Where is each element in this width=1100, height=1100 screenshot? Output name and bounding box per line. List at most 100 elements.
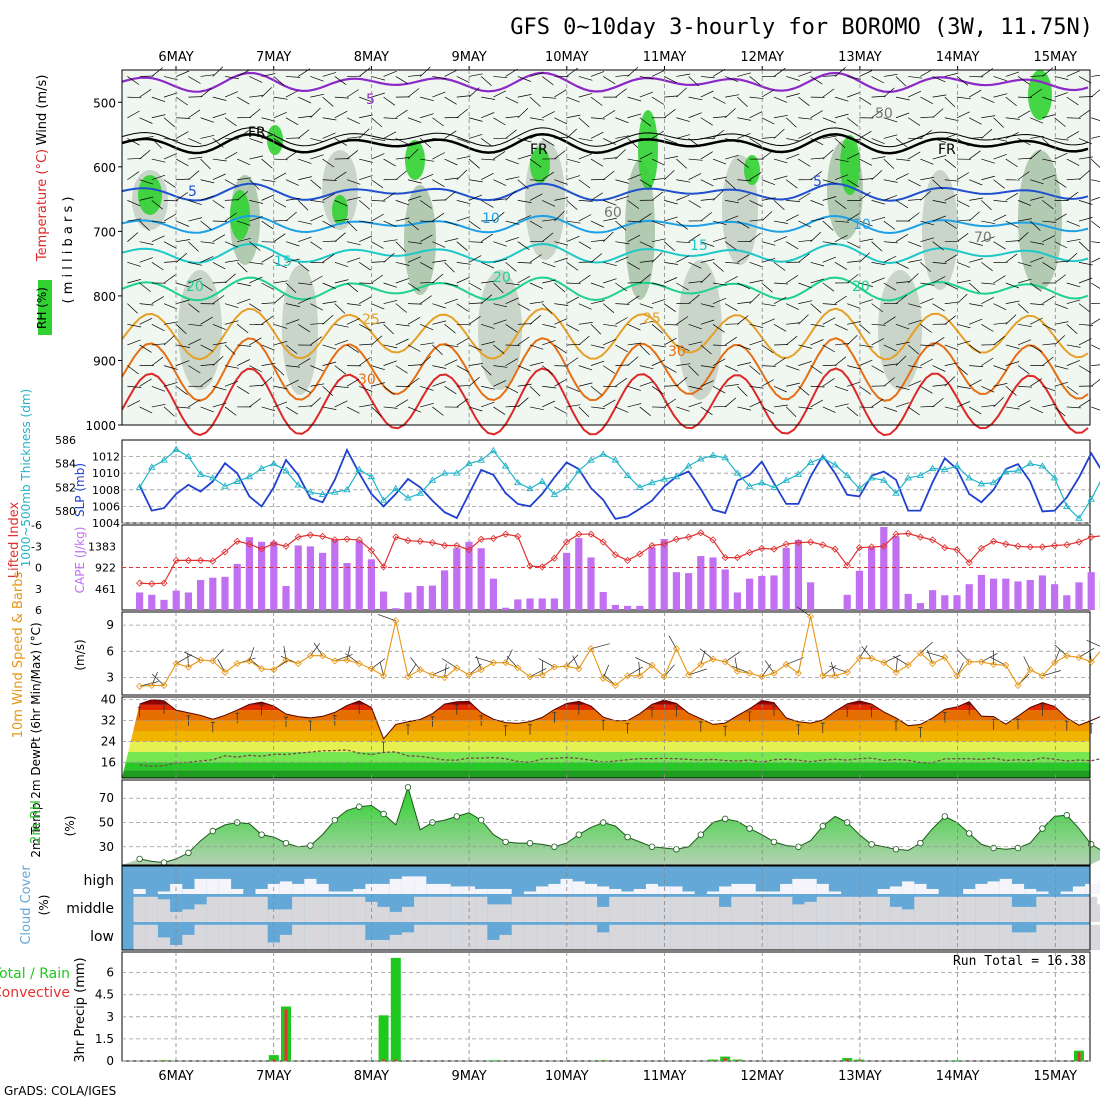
wind-barb <box>566 357 579 366</box>
lifted-index-point <box>1026 543 1034 551</box>
wind-barb <box>834 262 848 270</box>
wind-barb <box>188 156 203 160</box>
wind-barb <box>212 356 224 366</box>
wind-barb <box>1091 179 1100 182</box>
wind-barb <box>249 216 263 222</box>
wind-barb <box>1091 257 1100 263</box>
wind-barb <box>541 76 554 86</box>
cape-bar <box>660 539 668 610</box>
wind-barb <box>261 241 276 243</box>
wind-barb <box>127 171 140 181</box>
wind-barb <box>383 344 398 349</box>
cloud-clear-cell <box>1060 896 1073 922</box>
wind-barb <box>1005 282 1020 289</box>
cloud-clear-cell <box>182 909 195 922</box>
wind-barb <box>1042 235 1056 243</box>
wind-speed-point <box>868 654 876 662</box>
wind-barb <box>798 96 810 106</box>
cloud-clear-cell <box>536 896 549 922</box>
wind-barb <box>920 158 934 165</box>
precip-tick-label: 4.5 <box>95 988 114 1002</box>
wind-barb <box>554 211 565 222</box>
wind-barb <box>834 385 849 392</box>
rh-point <box>1039 825 1046 832</box>
wind-barb <box>346 89 359 98</box>
wind-barb <box>517 94 532 98</box>
lifted-index-point <box>733 554 741 562</box>
wind-barb <box>908 117 921 126</box>
wind-barb <box>395 200 410 206</box>
wind-barb <box>334 96 349 99</box>
cloud-clear-cell <box>523 924 537 950</box>
wind-barb <box>517 76 532 82</box>
wind-speed-point <box>624 672 632 680</box>
cloud-clear-cell <box>816 896 829 922</box>
wind-barb <box>578 214 592 222</box>
wind-barb <box>224 91 239 98</box>
wind-barb <box>859 191 871 201</box>
cloud-clear-cell <box>621 896 634 922</box>
cloud-clear-cell <box>609 888 622 894</box>
wind-speed-point <box>416 666 424 674</box>
wind-barb <box>176 360 190 366</box>
wind-barb <box>420 220 435 223</box>
wind-barb <box>127 400 141 408</box>
cape-bar <box>428 585 436 610</box>
cape-bar <box>587 557 595 610</box>
wind-barb <box>773 357 786 366</box>
wind-barb <box>1090 378 1100 387</box>
wind-barb <box>1005 300 1020 304</box>
wind-barb <box>725 200 740 204</box>
wind-barb <box>322 282 336 289</box>
cloud-clear-cell <box>706 891 720 894</box>
wind-barb <box>542 279 556 284</box>
lifted-index-point <box>1087 533 1095 541</box>
wind-barb <box>895 200 909 209</box>
wind-barb <box>737 117 752 121</box>
cloud-clear-cell <box>987 924 1000 950</box>
wind-barb <box>1030 196 1044 201</box>
wind-barb <box>505 385 519 394</box>
lifted-index-point <box>685 533 693 541</box>
wind-barb <box>603 338 617 346</box>
wind-barb <box>529 117 544 121</box>
cape-bar <box>880 527 888 610</box>
cloud-clear-cell <box>279 934 293 950</box>
wind-barb <box>444 220 458 226</box>
lifted-index-point <box>538 563 546 571</box>
cloud-clear-cell <box>426 896 439 922</box>
cloud-clear-cell <box>499 904 512 922</box>
wind-barb <box>249 200 264 204</box>
wind-barb <box>688 385 703 390</box>
wind-barb <box>554 318 568 325</box>
wind-barb <box>639 260 654 263</box>
cape-bar <box>709 557 717 610</box>
wind-barb-10m <box>663 664 675 677</box>
wind-barb <box>407 88 420 98</box>
cloud-clear-cell <box>914 896 927 922</box>
wind-barb <box>541 365 554 375</box>
rh-point <box>673 846 680 853</box>
wind-barb <box>298 158 312 164</box>
lifted-index-point <box>819 541 827 549</box>
wind-barb <box>273 138 286 147</box>
wind-barb <box>785 335 798 346</box>
wind-barb <box>944 362 959 366</box>
lifted-index-point <box>855 544 863 552</box>
wind-barb-10m <box>371 658 386 670</box>
temperature-band <box>122 751 1090 763</box>
wind-barb <box>956 323 971 329</box>
wind-barb <box>615 303 630 305</box>
wind-barb <box>786 382 800 387</box>
pressure-axis-label: ( m i l l i b a r s ) <box>61 197 76 304</box>
wind-barb <box>505 237 520 243</box>
wind-speed-point <box>392 617 400 625</box>
wind-barb-10m <box>861 645 872 659</box>
wind-barb <box>383 192 396 201</box>
rh-area <box>122 787 1100 865</box>
lifted-index-point <box>477 535 485 543</box>
wind-barb <box>725 303 738 312</box>
wind-barb <box>859 359 873 366</box>
wind-barb <box>285 117 299 126</box>
cloud-clear-cell <box>1011 906 1025 922</box>
